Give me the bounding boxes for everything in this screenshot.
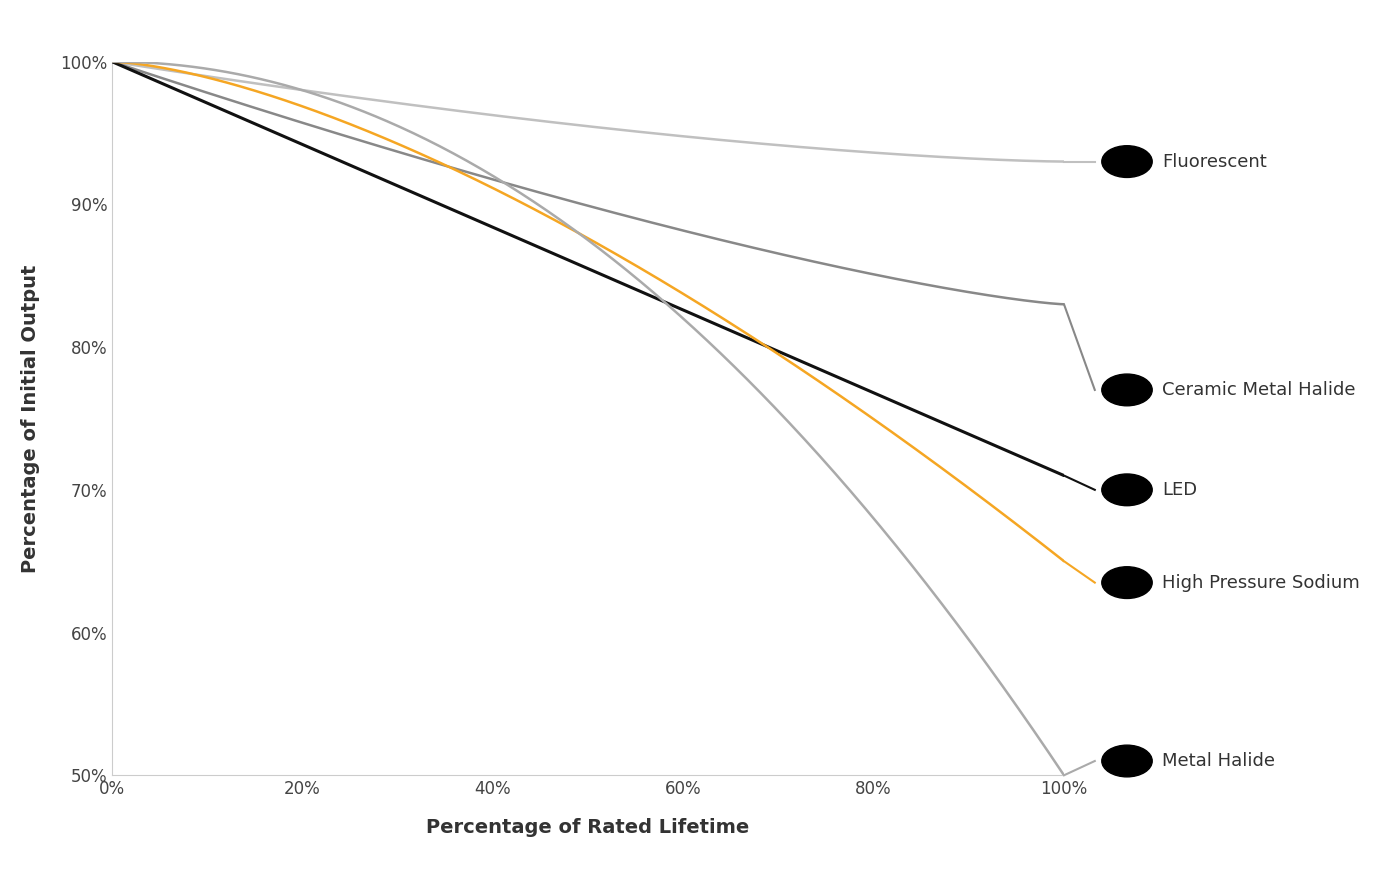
Text: Metal Halide: Metal Halide bbox=[1162, 752, 1275, 770]
Text: High Pressure Sodium: High Pressure Sodium bbox=[1162, 574, 1359, 592]
Text: LED: LED bbox=[1162, 481, 1197, 499]
Y-axis label: Percentage of Initial Output: Percentage of Initial Output bbox=[21, 264, 41, 573]
Text: Fluorescent: Fluorescent bbox=[1162, 152, 1267, 171]
Text: Ceramic Metal Halide: Ceramic Metal Halide bbox=[1162, 381, 1355, 399]
X-axis label: Percentage of Rated Lifetime: Percentage of Rated Lifetime bbox=[427, 818, 749, 837]
